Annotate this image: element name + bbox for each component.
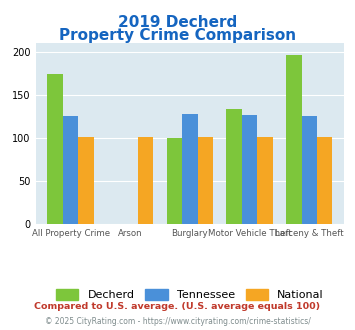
- Text: Compared to U.S. average. (U.S. average equals 100): Compared to U.S. average. (U.S. average …: [34, 302, 321, 311]
- Bar: [78, 137, 94, 224]
- Bar: [138, 137, 153, 224]
- Text: Property Crime Comparison: Property Crime Comparison: [59, 28, 296, 43]
- Bar: [242, 115, 257, 224]
- Bar: [317, 137, 332, 224]
- Bar: [286, 55, 301, 224]
- Bar: [182, 114, 198, 224]
- Bar: [257, 137, 273, 224]
- Bar: [167, 138, 182, 224]
- Bar: [63, 116, 78, 224]
- Bar: [301, 116, 317, 224]
- Text: 2019 Decherd: 2019 Decherd: [118, 15, 237, 30]
- Bar: [48, 74, 63, 224]
- Text: © 2025 CityRating.com - https://www.cityrating.com/crime-statistics/: © 2025 CityRating.com - https://www.city…: [45, 317, 310, 326]
- Legend: Decherd, Tennessee, National: Decherd, Tennessee, National: [52, 284, 328, 305]
- Bar: [226, 110, 242, 224]
- Bar: [198, 137, 213, 224]
